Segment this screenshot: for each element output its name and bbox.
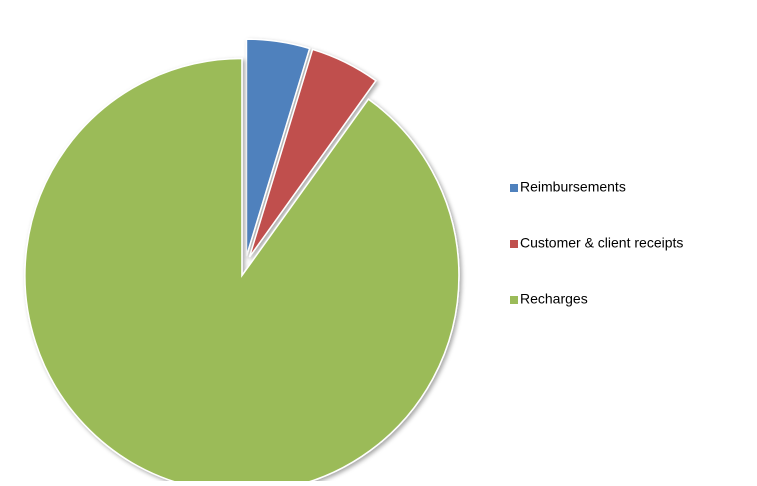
legend-swatch [510,184,518,192]
legend-label: Reimbursements [520,179,626,195]
legend-swatch [510,240,518,248]
legend-label: Recharges [520,291,588,307]
pie-slice [245,38,311,257]
pie-slice [248,48,377,258]
legend-swatch [510,296,518,304]
legend-label: Customer & client receipts [520,235,683,251]
pie-slice [24,57,460,486]
